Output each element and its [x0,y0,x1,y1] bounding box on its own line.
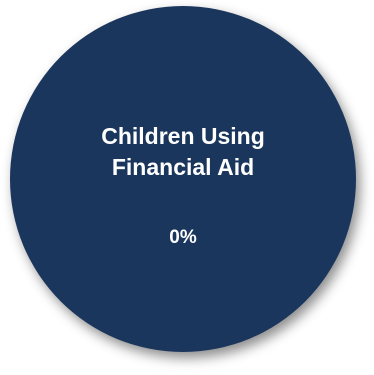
stat-circle: Children Using Financial Aid 0% [10,6,356,352]
stat-value: 0% [169,227,196,249]
stat-title: Children Using Financial Aid [83,121,283,183]
